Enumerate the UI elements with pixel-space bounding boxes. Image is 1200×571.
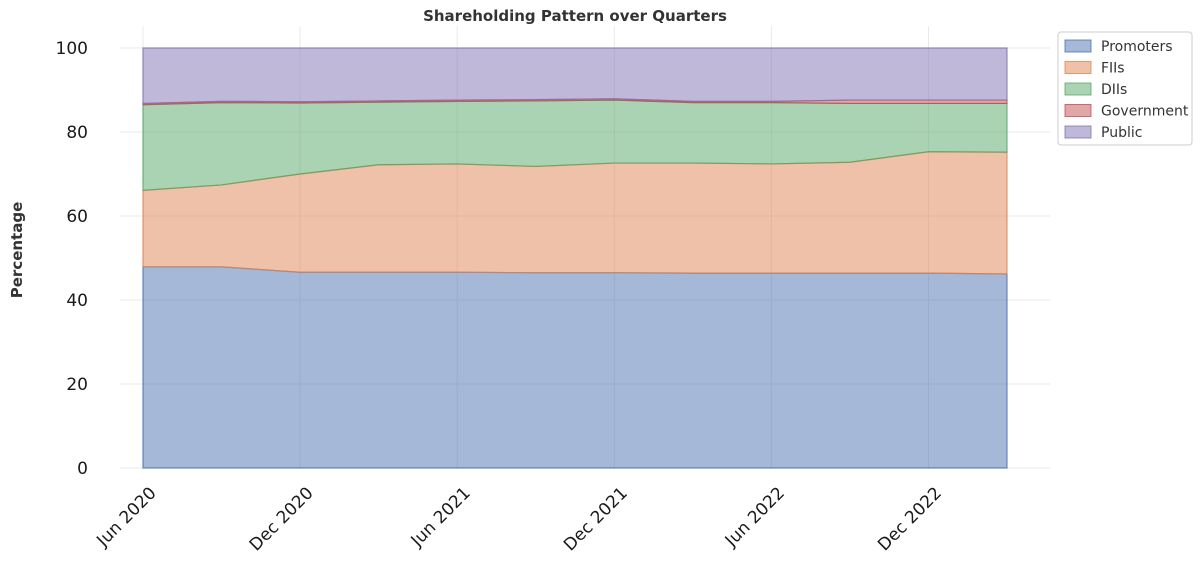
y-axis-label: Percentage bbox=[8, 202, 26, 299]
legend-label-public: Public bbox=[1101, 125, 1142, 141]
legend-swatch-fiis bbox=[1064, 61, 1092, 74]
legend-label-diis: DIIs bbox=[1101, 82, 1127, 98]
area-public bbox=[142, 47, 1008, 105]
y-tick-label: 80 bbox=[66, 123, 88, 143]
y-axis-ticks: 0 20 40 60 80 100 bbox=[56, 39, 88, 479]
legend-swatch-public bbox=[1064, 125, 1092, 139]
y-tick-label: 60 bbox=[66, 207, 88, 227]
legend-label-promoters: Promoters bbox=[1101, 39, 1173, 55]
y-tick-label: 0 bbox=[77, 459, 88, 479]
legend: Promoters FIIs DIIs Government Public bbox=[1057, 31, 1193, 146]
chart-title: Shareholding Pattern over Quarters bbox=[423, 7, 727, 25]
legend-label-government: Government bbox=[1101, 104, 1189, 120]
y-tick-label: 20 bbox=[66, 375, 88, 395]
area-promoters bbox=[142, 266, 1008, 469]
series-areas bbox=[142, 47, 1008, 469]
legend-swatch-promoters bbox=[1064, 39, 1092, 53]
y-tick-label: 100 bbox=[56, 39, 88, 59]
legend-label-fiis: FIIs bbox=[1101, 61, 1125, 77]
legend-swatch-government bbox=[1064, 104, 1092, 117]
legend-swatch-diis bbox=[1064, 82, 1092, 96]
y-tick-label: 40 bbox=[66, 291, 88, 311]
